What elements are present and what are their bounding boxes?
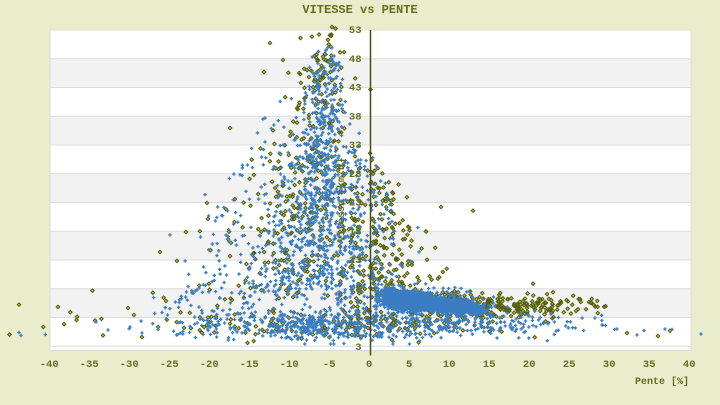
svg-text:8: 8 <box>355 284 361 296</box>
svg-text:3: 3 <box>355 342 361 354</box>
svg-text:-40: -40 <box>40 359 59 371</box>
svg-text:28: 28 <box>349 169 362 181</box>
svg-text:40: 40 <box>683 359 696 371</box>
svg-text:-25: -25 <box>160 359 179 371</box>
svg-text:25: 25 <box>563 359 576 371</box>
svg-text:-15: -15 <box>240 359 259 371</box>
svg-text:-10: -10 <box>280 359 299 371</box>
svg-text:43: 43 <box>349 83 362 95</box>
svg-text:48: 48 <box>349 54 362 66</box>
svg-text:Vitesse [km/h]: Vitesse [km/h] <box>336 158 348 242</box>
svg-text:-30: -30 <box>120 359 139 371</box>
svg-text:18: 18 <box>349 226 362 238</box>
svg-text:13: 13 <box>349 255 362 267</box>
svg-text:30: 30 <box>603 359 616 371</box>
svg-text:VITESSE vs PENTE: VITESSE vs PENTE <box>302 3 417 17</box>
svg-text:3: 3 <box>355 313 361 325</box>
svg-text:38: 38 <box>349 112 362 124</box>
svg-text:10: 10 <box>443 359 456 371</box>
svg-text:15: 15 <box>483 359 496 371</box>
svg-text:20: 20 <box>523 359 536 371</box>
svg-text:53: 53 <box>349 25 362 37</box>
svg-text:Pente [%]: Pente [%] <box>635 376 689 388</box>
svg-text:35: 35 <box>643 359 656 371</box>
svg-text:5: 5 <box>406 359 412 371</box>
svg-text:-5: -5 <box>323 359 336 371</box>
svg-text:0: 0 <box>366 359 372 371</box>
svg-text:23: 23 <box>349 198 362 210</box>
svg-text:-20: -20 <box>200 359 219 371</box>
svg-text:-35: -35 <box>80 359 99 371</box>
svg-text:33: 33 <box>349 140 362 152</box>
